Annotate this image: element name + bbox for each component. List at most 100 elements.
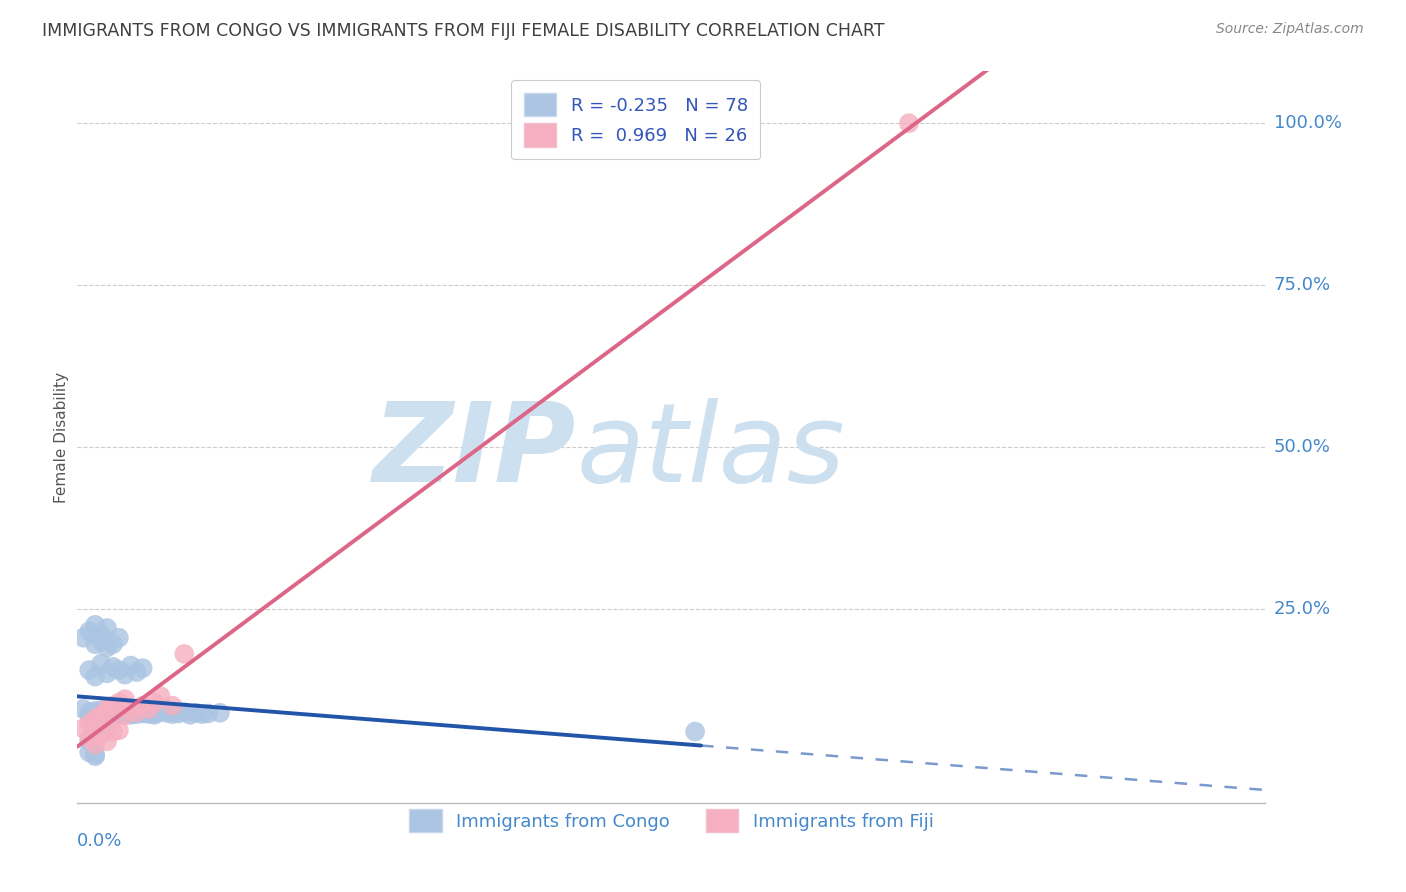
Point bbox=[84, 712, 107, 726]
Point bbox=[84, 747, 107, 762]
Point bbox=[186, 706, 208, 720]
Point bbox=[162, 707, 184, 722]
Point bbox=[101, 705, 124, 719]
Point bbox=[84, 637, 107, 651]
Point bbox=[125, 706, 148, 720]
Point bbox=[138, 702, 160, 716]
Point bbox=[96, 734, 118, 748]
Point bbox=[77, 745, 100, 759]
Point bbox=[96, 704, 118, 718]
Point bbox=[101, 698, 124, 713]
Point bbox=[90, 708, 112, 723]
Point bbox=[683, 724, 706, 739]
Point bbox=[167, 706, 190, 721]
Point bbox=[84, 738, 107, 752]
Point bbox=[114, 706, 136, 720]
Point bbox=[96, 716, 118, 731]
Point bbox=[120, 702, 142, 716]
Point bbox=[96, 705, 118, 719]
Point bbox=[125, 705, 148, 719]
Point bbox=[114, 708, 136, 723]
Point bbox=[84, 704, 107, 718]
Point bbox=[108, 663, 131, 677]
Point bbox=[143, 706, 166, 721]
Point bbox=[120, 707, 142, 722]
Point bbox=[114, 705, 136, 719]
Point bbox=[72, 631, 94, 645]
Legend: Immigrants from Congo, Immigrants from Fiji: Immigrants from Congo, Immigrants from F… bbox=[396, 797, 946, 845]
Point bbox=[90, 703, 112, 717]
Point bbox=[208, 706, 231, 720]
Point bbox=[108, 707, 131, 722]
Point bbox=[101, 707, 124, 722]
Point bbox=[120, 705, 142, 719]
Point bbox=[108, 631, 131, 645]
Point bbox=[131, 698, 153, 713]
Text: atlas: atlas bbox=[576, 398, 845, 505]
Point bbox=[108, 705, 131, 719]
Point bbox=[125, 665, 148, 679]
Point bbox=[84, 714, 107, 729]
Point bbox=[131, 705, 153, 719]
Point bbox=[179, 707, 201, 722]
Point bbox=[143, 707, 166, 722]
Point bbox=[898, 116, 921, 130]
Point bbox=[96, 621, 118, 635]
Point bbox=[125, 707, 148, 722]
Point bbox=[77, 731, 100, 745]
Point bbox=[96, 640, 118, 655]
Point bbox=[90, 657, 112, 671]
Point bbox=[149, 689, 172, 703]
Point bbox=[101, 703, 124, 717]
Point bbox=[114, 707, 136, 722]
Point bbox=[191, 707, 214, 722]
Point bbox=[90, 719, 112, 733]
Point bbox=[90, 634, 112, 648]
Point bbox=[96, 707, 118, 722]
Text: IMMIGRANTS FROM CONGO VS IMMIGRANTS FROM FIJI FEMALE DISABILITY CORRELATION CHAR: IMMIGRANTS FROM CONGO VS IMMIGRANTS FROM… bbox=[42, 22, 884, 40]
Point bbox=[173, 647, 195, 661]
Point bbox=[90, 627, 112, 641]
Text: 75.0%: 75.0% bbox=[1274, 276, 1331, 294]
Text: ZIP: ZIP bbox=[373, 398, 576, 505]
Point bbox=[90, 705, 112, 719]
Point bbox=[96, 666, 118, 681]
Point bbox=[96, 702, 118, 716]
Point bbox=[131, 706, 153, 721]
Point bbox=[101, 706, 124, 720]
Point bbox=[162, 698, 184, 713]
Point bbox=[77, 734, 100, 748]
Point bbox=[84, 709, 107, 723]
Point bbox=[96, 709, 118, 723]
Point bbox=[96, 706, 118, 721]
Point bbox=[143, 696, 166, 710]
Point bbox=[84, 669, 107, 683]
Point bbox=[114, 667, 136, 681]
Point bbox=[120, 658, 142, 673]
Point bbox=[90, 728, 112, 742]
Point bbox=[101, 724, 124, 739]
Point bbox=[155, 706, 177, 720]
Point bbox=[131, 661, 153, 675]
Point bbox=[90, 706, 112, 720]
Point bbox=[108, 723, 131, 738]
Point bbox=[84, 707, 107, 722]
Point bbox=[77, 716, 100, 731]
Point bbox=[108, 696, 131, 710]
Point bbox=[84, 718, 107, 732]
Point bbox=[84, 749, 107, 764]
Point bbox=[96, 705, 118, 719]
Point bbox=[120, 706, 142, 721]
Point bbox=[101, 660, 124, 674]
Point bbox=[77, 708, 100, 723]
Point bbox=[72, 702, 94, 716]
Point bbox=[149, 705, 172, 719]
Point bbox=[173, 705, 195, 719]
Point bbox=[197, 706, 219, 721]
Point bbox=[77, 705, 100, 719]
Point bbox=[84, 617, 107, 632]
Text: 25.0%: 25.0% bbox=[1274, 599, 1331, 617]
Text: 100.0%: 100.0% bbox=[1274, 114, 1341, 132]
Text: Source: ZipAtlas.com: Source: ZipAtlas.com bbox=[1216, 22, 1364, 37]
Point bbox=[138, 706, 160, 720]
